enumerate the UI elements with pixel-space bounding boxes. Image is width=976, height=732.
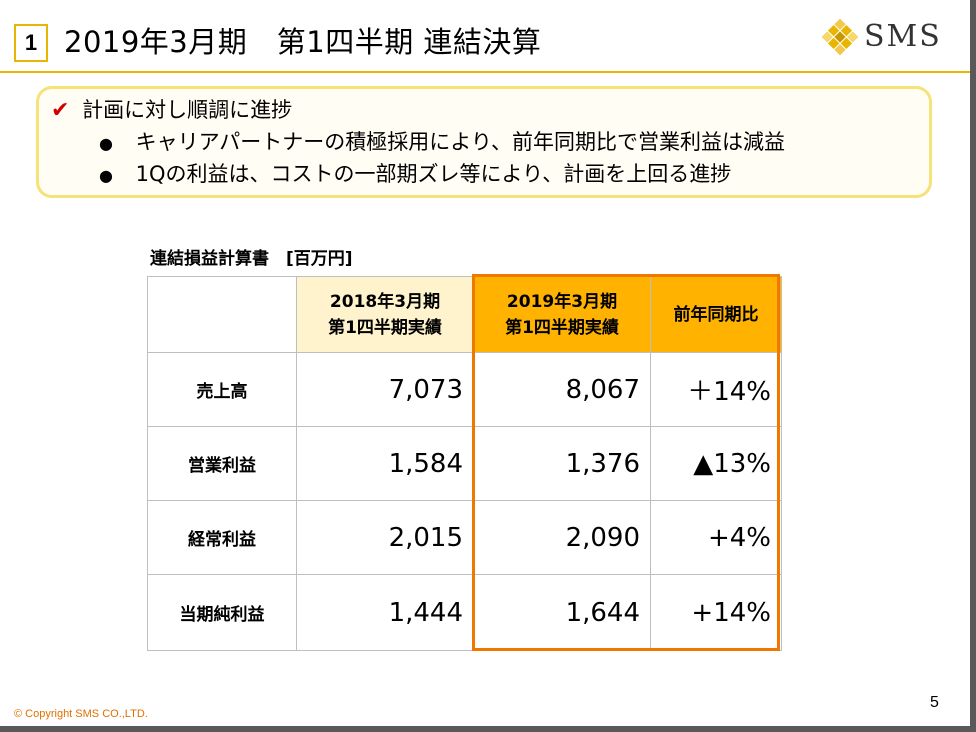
table-header-row: 2018年3月期 第1四半期実績 2019年3月期 第1四半期実績 前年同期比 [147,276,782,353]
callout-bullet-text: キャリアパートナーの積極採用により、前年同期比で営業利益は減益 [135,130,785,154]
yoy-value: +14% [650,574,782,651]
current-value: 1,376 [473,426,651,501]
diamond-logo-icon [821,18,859,56]
yoy-value: ▲13% [650,426,782,501]
header-cur-line1: 2019年3月期 [506,291,618,312]
check-icon: ✔ [51,98,70,123]
header-prev-line1: 2018年3月期 [329,291,441,312]
prev-value: 7,073 [296,352,474,427]
table-row: 当期純利益 1,444 1,644 +14% [147,574,782,651]
header-yoy: 前年同期比 [650,276,782,353]
callout-bullet-1: ● キャリアパートナーの積極採用により、前年同期比で営業利益は減益 [99,127,785,159]
logo-text: SMS [864,19,942,54]
current-value: 1,644 [473,574,651,651]
table-caption: 連結損益計算書 [百万円] [150,249,353,269]
table-row: 営業利益 1,584 1,376 ▲13% [147,426,782,501]
summary-callout: ✔ 計画に対し順調に進捗 ● キャリアパートナーの積極採用により、前年同期比で営… [36,86,932,198]
bullet-dot-icon: ● [99,166,113,185]
copyright-text: © Copyright SMS CO.,LTD. [14,708,148,720]
callout-headline-row: ✔ 計画に対し順調に進捗 [51,95,292,126]
page-title: 2019年3月期 第1四半期 連結決算 [64,25,542,59]
table-row: 売上高 7,073 8,067 ＋14% [147,352,782,427]
yoy-value: +4% [650,500,782,575]
header-divider [0,71,970,73]
prev-value: 1,584 [296,426,474,501]
row-label: 売上高 [147,352,297,427]
slide-number-badge: 1 [14,24,48,62]
table-row: 経常利益 2,015 2,090 +4% [147,500,782,575]
callout-bullet-text: 1Qの利益は、コストの一部期ズレ等により、計画を上回る進捗 [135,162,732,186]
frame-bottom-border [0,726,976,732]
page-number: 5 [930,694,939,711]
income-statement-table: 2018年3月期 第1四半期実績 2019年3月期 第1四半期実績 前年同期比 … [147,276,782,651]
prev-value: 2,015 [296,500,474,575]
header-prev-period: 2018年3月期 第1四半期実績 [296,276,474,353]
company-logo: SMS [820,18,950,56]
header-current-period: 2019年3月期 第1四半期実績 [473,276,651,353]
row-label: 営業利益 [147,426,297,501]
header-prev-line2: 第1四半期実績 [328,317,442,338]
row-label: 経常利益 [147,500,297,575]
yoy-value: ＋14% [650,352,782,427]
callout-bullet-2: ● 1Qの利益は、コストの一部期ズレ等により、計画を上回る進捗 [99,159,731,191]
current-value: 8,067 [473,352,651,427]
row-label: 当期純利益 [147,574,297,651]
header-empty-cell [147,276,297,353]
frame-right-border [970,0,976,732]
callout-headline: 計画に対し順調に進捗 [82,98,293,122]
prev-value: 1,444 [296,574,474,651]
header-cur-line2: 第1四半期実績 [505,317,619,338]
bullet-dot-icon: ● [99,134,113,153]
current-value: 2,090 [473,500,651,575]
